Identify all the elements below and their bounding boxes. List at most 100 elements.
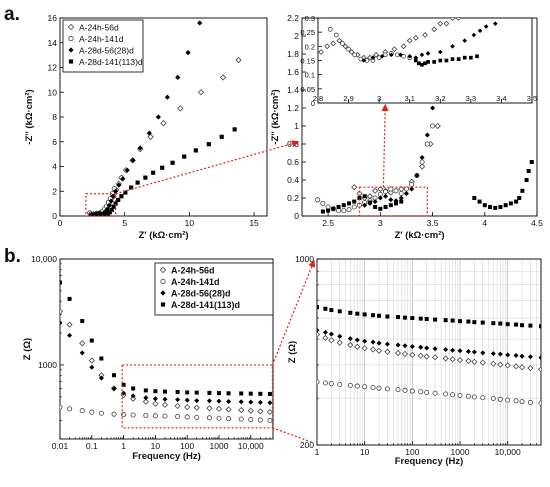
a_main-point — [113, 188, 119, 194]
a_inset-point — [327, 26, 333, 32]
a_inset-xtick-label: 3 — [377, 94, 381, 103]
b_zoom-point — [528, 323, 533, 328]
b_zoom-x-axis-label: Frequency (Hz) — [395, 456, 464, 467]
a_main-xtick-label: 10 — [185, 218, 195, 228]
a_inset-point — [333, 32, 339, 38]
legend-a-marker — [68, 59, 74, 64]
b_zoom-point — [347, 341, 354, 349]
a_inset-point — [361, 58, 367, 63]
b_main-point — [247, 407, 254, 414]
b_zoom-point — [466, 319, 471, 324]
b_zoom-point — [418, 389, 424, 395]
a_zoom-point — [508, 201, 513, 206]
b_zoom-point — [443, 391, 449, 397]
b_zoom-y-axis-label: Z (Ω) — [287, 341, 298, 363]
a_inset-ytick-label: 0.15 — [300, 57, 315, 66]
a_inset-point — [412, 34, 419, 41]
b_zoom-point — [317, 379, 320, 385]
chart-a-inset: 2.8 2.9 3 3.1 3.2 3.3 3.4 3.5 0 0.05 0.1 0.15 0.2 0.2… — [300, 14, 537, 108]
a_inset-point — [342, 43, 349, 50]
a_zoom-ytick-label: 0.6 — [287, 157, 299, 167]
b_zoom-point — [527, 399, 533, 405]
b_zoom-point — [471, 394, 477, 400]
b_zoom-point — [457, 392, 463, 399]
legend-a-label: A-28d-141(113)d — [79, 57, 143, 67]
b_main-point — [143, 388, 148, 393]
b_zoom-point — [376, 385, 382, 391]
a_zoom-point — [336, 208, 342, 214]
b_zoom-point — [337, 333, 343, 339]
b_zoom-point — [497, 351, 503, 357]
a_inset-point — [469, 55, 473, 60]
a_zoom-point — [383, 205, 388, 209]
b_main-point — [60, 404, 63, 410]
a_zoom-ytick-label: 0.4 — [287, 175, 299, 185]
a_inset-ytick-label: 0.1 — [305, 71, 315, 80]
b_zoom-xtick-label: 10 — [360, 447, 370, 457]
a_zoom-points — [315, 38, 534, 214]
b_main-series-1 — [60, 404, 273, 423]
b_main-point — [79, 408, 85, 414]
b_zoom-point — [480, 350, 486, 356]
a_inset-point — [330, 40, 337, 47]
b_main-point — [206, 415, 212, 421]
a_zoom-ytick-label: 0 — [294, 211, 299, 221]
b_main-series-2 — [60, 320, 273, 406]
a_inset-point — [477, 28, 483, 34]
a_zoom-point — [383, 189, 389, 195]
a_inset-point — [475, 54, 479, 59]
b_main-x-axis-label: Frequency (Hz) — [132, 451, 201, 462]
a_inset-point — [432, 60, 437, 64]
a_main-point — [143, 175, 148, 180]
b_zoom-point — [361, 345, 368, 352]
b_main-point — [184, 414, 190, 420]
a_main-point — [175, 74, 181, 80]
a_inset-point — [406, 37, 413, 44]
a_zoom-point — [383, 193, 389, 199]
a_inset-background — [318, 18, 532, 103]
b_zoom-point — [409, 388, 415, 394]
a_main-point — [113, 201, 118, 206]
b_zoom-point — [527, 354, 533, 360]
b_zoom-point — [490, 396, 496, 402]
b_zoom-point — [479, 359, 486, 366]
a_inset-series-3 — [413, 54, 479, 67]
a_zoom-point — [477, 199, 482, 204]
b_main-point — [142, 398, 149, 405]
b_main-point — [162, 389, 167, 394]
a_main-point — [185, 50, 191, 56]
a_inset-points — [318, 18, 498, 67]
b_zoom-point — [347, 336, 353, 342]
b_main-point — [238, 416, 244, 422]
a_main-point — [106, 202, 112, 209]
a_zoom-point — [430, 105, 436, 111]
legend-b-marker — [160, 278, 166, 285]
a_zoom-point — [498, 205, 503, 209]
a_zoom-point — [503, 203, 508, 208]
b_zoom-point — [471, 358, 478, 365]
zoom-box-a-main — [85, 193, 117, 217]
a_inset-point — [401, 53, 406, 59]
a_zoom-point — [352, 199, 357, 204]
b_zoom-point — [394, 350, 402, 357]
a_zoom-point — [372, 199, 378, 205]
a_inset-point — [493, 21, 498, 26]
b_main-point — [60, 320, 63, 326]
b_zoom-point — [519, 353, 525, 359]
b_zoom-point — [362, 312, 367, 317]
a_inset-point — [438, 58, 443, 63]
a_zoom-point — [367, 200, 372, 205]
a_main-xtick-label: 5 — [122, 218, 127, 228]
b_main-xtick-label: 10 — [151, 441, 161, 451]
a_zoom-ytick-label: 1.4 — [287, 85, 299, 95]
b_zoom-point — [418, 316, 423, 321]
a_zoom-point — [403, 191, 409, 196]
a_main-point — [120, 176, 126, 182]
b_main-point — [152, 400, 159, 407]
a_inset-ytick-label: 0.3 — [305, 14, 315, 23]
a_zoom-point — [419, 155, 425, 160]
b_zoom-point — [370, 339, 376, 345]
b_main-point — [79, 340, 86, 347]
a_main-ytick-label: 4 — [52, 162, 57, 172]
b_main-point — [79, 350, 85, 356]
